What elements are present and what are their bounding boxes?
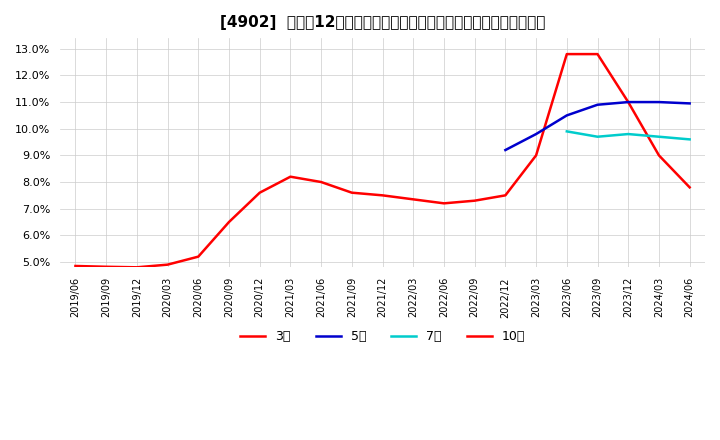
3年 bbox=[102, 264, 110, 269]
3年 bbox=[624, 99, 633, 105]
3年 bbox=[378, 193, 387, 198]
3年 bbox=[163, 262, 172, 267]
3年 bbox=[685, 185, 694, 190]
3年 bbox=[501, 193, 510, 198]
3年 bbox=[593, 51, 602, 57]
3年 bbox=[409, 197, 418, 202]
3年 bbox=[71, 263, 80, 268]
5年 bbox=[624, 99, 633, 105]
3年 bbox=[225, 220, 233, 225]
3年 bbox=[440, 201, 449, 206]
Legend: 3年, 5年, 7年, 10年: 3年, 5年, 7年, 10年 bbox=[235, 325, 530, 348]
3年 bbox=[562, 51, 571, 57]
7年 bbox=[654, 134, 663, 139]
7年 bbox=[562, 129, 571, 134]
3年 bbox=[317, 180, 325, 185]
Line: 3年: 3年 bbox=[76, 54, 690, 268]
5年 bbox=[562, 113, 571, 118]
3年 bbox=[654, 153, 663, 158]
3年 bbox=[256, 190, 264, 195]
7年 bbox=[593, 134, 602, 139]
7年 bbox=[624, 132, 633, 137]
5年 bbox=[532, 132, 541, 137]
Line: 5年: 5年 bbox=[505, 102, 690, 150]
Title: [4902]  売上高12か月移動合計の対前年同期増減率の標準偏差の推移: [4902] 売上高12か月移動合計の対前年同期増減率の標準偏差の推移 bbox=[220, 15, 545, 30]
3年 bbox=[348, 190, 356, 195]
3年 bbox=[532, 153, 541, 158]
3年 bbox=[286, 174, 294, 180]
3年 bbox=[194, 254, 202, 259]
5年 bbox=[501, 147, 510, 153]
3年 bbox=[470, 198, 479, 203]
Line: 7年: 7年 bbox=[567, 132, 690, 139]
7年 bbox=[685, 137, 694, 142]
3年 bbox=[132, 265, 141, 270]
5年 bbox=[654, 99, 663, 105]
5年 bbox=[685, 101, 694, 106]
5年 bbox=[593, 102, 602, 107]
